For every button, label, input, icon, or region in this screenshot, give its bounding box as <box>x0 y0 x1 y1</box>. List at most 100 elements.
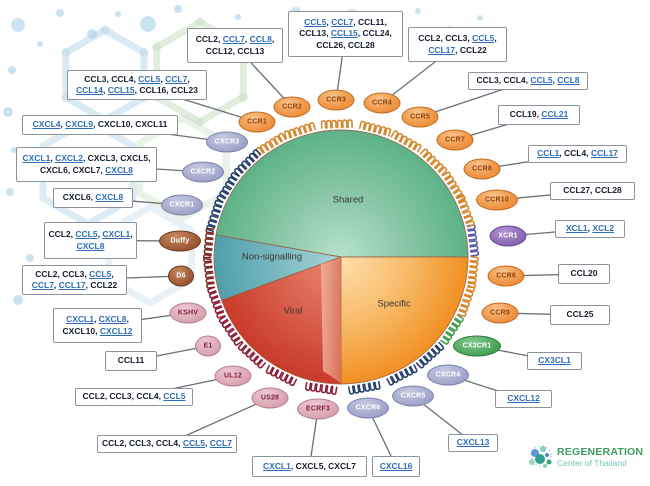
receptor-ccr9: CCR9 <box>481 302 519 324</box>
ligand-link[interactable]: CCL17 <box>428 44 456 55</box>
ligand-link[interactable]: XCL1 <box>565 223 588 234</box>
pie-chart <box>213 129 469 385</box>
ligand-box-cx3cr1: CX3CL1 <box>527 352 582 370</box>
ligand-text: CCL2 <box>418 33 441 44</box>
ligand-link[interactable]: CCL5 <box>138 73 161 84</box>
ligand-link[interactable]: CCL1 <box>537 148 560 159</box>
ligand-link[interactable]: CXCL1 <box>102 229 131 240</box>
receptor-cxcr2: CXCR2 <box>182 161 224 183</box>
ligand-link[interactable]: CXCL2 <box>55 153 83 164</box>
ligand-text: CCL25 <box>566 309 594 320</box>
ligand-link[interactable]: CXCL9 <box>65 119 94 130</box>
ligand-text: CCL2 <box>82 391 105 402</box>
ligand-link[interactable]: CCL17 <box>58 280 86 290</box>
receptor-e1: E1 <box>195 335 221 357</box>
ligand-text: CCL28 <box>594 185 622 196</box>
ligand-text: CCL27 <box>563 185 591 196</box>
ligand-link[interactable]: CCL15 <box>330 28 358 39</box>
ligand-box-cxcr6: CXCL16 <box>372 456 420 477</box>
ligand-text: CCL12 <box>205 45 233 56</box>
ligand-link[interactable]: CXCL16 <box>379 460 413 471</box>
receptor-cxcr3: CXCR3 <box>206 131 248 153</box>
receptor-ecrf3: ECRF3 <box>297 398 339 420</box>
ligand-box-cxcr1: CXCL6, CXCL8 <box>53 188 133 208</box>
ligand-link[interactable]: CXCL12 <box>99 325 133 336</box>
receptor-kshv: KSHV <box>169 302 207 324</box>
sector-label-specific: Specific <box>377 298 411 310</box>
ligand-link[interactable]: CCL5 <box>472 33 495 44</box>
ligand-box-ccr8: CCL1, CCL4, CCL17 <box>528 145 627 163</box>
sector-label-non-signalling: Non-signalling <box>241 251 303 263</box>
ligand-link[interactable]: CXCL8 <box>76 240 105 251</box>
ligand-link[interactable]: CXCL8 <box>98 314 127 325</box>
ligand-text: CCL26 <box>316 39 344 50</box>
ligand-link[interactable]: CCL17 <box>590 148 618 159</box>
ligand-text: CCL3 <box>476 75 499 86</box>
ligand-link[interactable]: CXCL13 <box>456 437 490 448</box>
ligand-link[interactable]: XCL2 <box>592 223 615 234</box>
receptor-cxcr5: CXCR5 <box>392 385 434 407</box>
ligand-link[interactable]: CX3CL1 <box>538 355 571 366</box>
receptor-ccr10: CCR10 <box>476 189 518 211</box>
ligand-text: CCL4 <box>503 75 526 86</box>
ligand-link[interactable]: CXCL12 <box>507 393 540 404</box>
ligand-link[interactable]: CCL7 <box>209 438 232 449</box>
ligand-link[interactable]: CCL5 <box>75 229 98 240</box>
ligand-box-ccr1: CCL3, CCL4, CCL5, CCL7, CCL14, CCL15, CC… <box>67 70 207 100</box>
watermark-dot <box>37 41 43 47</box>
receptor-cxcr4: CXCR4 <box>427 364 469 386</box>
ligand-text: CCL20 <box>570 268 598 279</box>
logo-subtitle: Center of Thailand <box>557 457 627 468</box>
ligand-link[interactable]: CCL7 <box>331 17 354 28</box>
receptor-7tm-icon <box>336 119 353 129</box>
ligand-text: CCL3 <box>84 73 107 84</box>
receptor-ccr5: CCR5 <box>401 106 439 128</box>
ligand-link[interactable]: CCL7 <box>165 73 188 84</box>
ligand-link[interactable]: CCL5 <box>304 17 327 28</box>
ligand-link[interactable]: CCL21 <box>541 109 569 120</box>
ligand-text: CXCL5 <box>120 153 149 164</box>
ligand-text: CCL4 <box>564 148 587 159</box>
ligand-link[interactable]: CCL14 <box>76 85 103 95</box>
ligand-text: CCL13 <box>299 28 327 39</box>
receptor-cxcr1: CXCR1 <box>161 194 203 216</box>
ligand-link[interactable]: CCL7 <box>222 34 245 45</box>
ligand-link[interactable]: CXCL8 <box>95 192 124 203</box>
watermark-dot <box>415 8 421 14</box>
receptor-ccr4: CCR4 <box>363 92 401 114</box>
ligand-link[interactable]: CXCL1 <box>262 460 291 471</box>
ligand-link[interactable]: CCL5 <box>89 268 112 279</box>
watermark-dot <box>238 92 248 102</box>
watermark-dot <box>11 18 25 32</box>
ligand-link[interactable]: CCL5 <box>163 391 186 402</box>
ligand-link[interactable]: CCL7 <box>31 280 54 290</box>
ligand-link[interactable]: CCL5 <box>182 438 206 449</box>
ligand-text: CCL2 <box>195 34 218 45</box>
ligand-link[interactable]: CXCL8 <box>105 164 134 175</box>
ligand-text: CCL24 <box>362 28 390 39</box>
ligand-box-ccr3: CCL5, CCL7, CCL11, CCL13, CCL15, CCL24, … <box>288 11 403 57</box>
receptor-ccr1: CCR1 <box>238 111 276 133</box>
ligand-box-d6: CCL2, CCL3, CCL5, CCL7, CCL17, CCL22 <box>22 265 127 295</box>
watermark-dot <box>13 295 23 305</box>
watermark-dot <box>195 17 205 27</box>
ligand-link[interactable]: CXCL1 <box>66 314 94 325</box>
ligand-link[interactable]: CCL15 <box>107 85 135 95</box>
ligand-link[interactable]: CCL8 <box>557 75 580 86</box>
ligand-link[interactable]: CCL8 <box>249 34 272 45</box>
ligand-link[interactable]: CXCL1 <box>22 153 51 164</box>
ligand-link[interactable]: CXCL4 <box>32 119 61 130</box>
ligand-text: CCL23 <box>171 85 198 95</box>
watermark-dot <box>3 107 13 117</box>
receptor-ccr6: CCR6 <box>487 265 525 287</box>
ligand-text: CXCL6 <box>39 164 68 175</box>
watermark-dot <box>6 188 14 196</box>
receptor-ccr2: CCR2 <box>273 96 311 118</box>
receptor-ccr8: CCR8 <box>463 158 501 180</box>
ligand-text: CXCL10 <box>97 119 131 130</box>
receptor-7tm-icon <box>374 124 392 137</box>
receptor-7tm-icon <box>363 380 381 393</box>
logo-dots-icon <box>529 445 552 468</box>
sector-viral <box>221 256 342 385</box>
ligand-link[interactable]: CCL5 <box>530 75 553 86</box>
